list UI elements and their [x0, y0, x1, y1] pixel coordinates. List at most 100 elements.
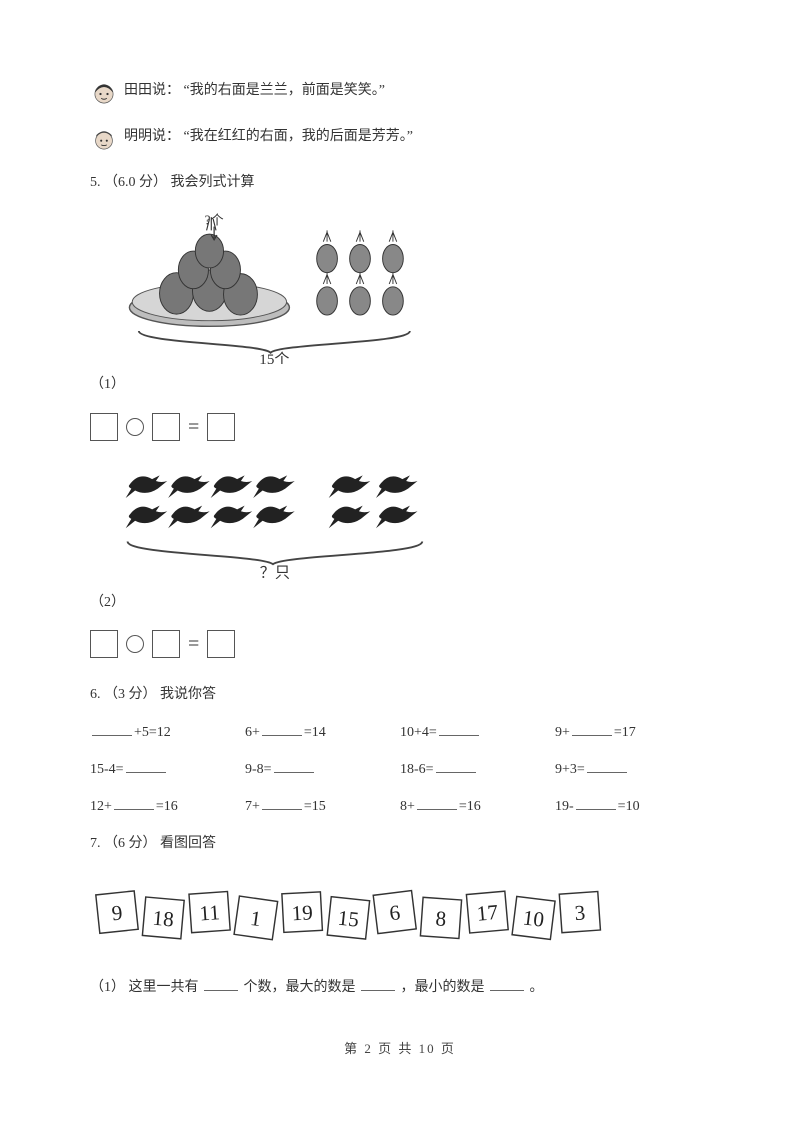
svg-text:11: 11 — [199, 900, 221, 925]
question-7-header: 7. （6 分） 看图回答 — [90, 833, 710, 855]
expr-text: 15-4= — [90, 762, 124, 777]
operator-circle[interactable] — [126, 418, 144, 436]
expr-text: =15 — [304, 799, 326, 814]
question-title: 看图回答 — [160, 836, 216, 851]
question-number: 5. — [90, 175, 101, 190]
svg-text:15: 15 — [337, 906, 361, 932]
fill-blank[interactable] — [262, 721, 302, 736]
fill-cell: 12+=16 — [90, 795, 245, 818]
fill-cell: 8+ =16 — [400, 795, 555, 818]
expr-text: 9+ — [555, 725, 570, 740]
question-6-header: 6. （3 分） 我说你答 — [90, 684, 710, 706]
fill-blank[interactable] — [576, 795, 616, 810]
svg-text:18: 18 — [152, 906, 175, 932]
page-footer: 第 2 页 共 10 页 — [90, 1039, 710, 1060]
fill-cell: 6+ =14 — [245, 721, 400, 744]
number-cards-figure: 91811119156817103 — [90, 881, 710, 957]
pineapple-figure: ?个 — [120, 204, 710, 364]
q5-sub1-index: （1） — [90, 374, 710, 396]
text-seg: 。 — [530, 980, 544, 995]
text-seg: 个数，最大的数是 — [244, 980, 356, 995]
fill-row: 12+=167+ =15 8+ =16 19- =10 — [90, 795, 710, 818]
fill-blank[interactable] — [262, 795, 302, 810]
expr-text: 8+ — [400, 799, 415, 814]
question-points: （3 分） — [104, 687, 157, 702]
q5-sub2-index: （2） — [90, 592, 710, 614]
expr-text: 19- — [555, 799, 574, 814]
fill-blank[interactable] — [126, 758, 166, 773]
question-title: 我说你答 — [160, 687, 216, 702]
fill-cell: +5=12 — [90, 721, 245, 744]
fill-row: +5=12 6+ =14 10+4=9+ =17 — [90, 721, 710, 744]
text-seg: ，最小的数是 — [401, 980, 485, 995]
fill-blank[interactable] — [572, 721, 612, 736]
expr-text: =14 — [304, 725, 326, 740]
fill-cell: 9-8= — [245, 758, 400, 781]
fill-cell: 15-4= — [90, 758, 245, 781]
svg-text:3: 3 — [574, 901, 586, 926]
equation-boxes-2: = — [90, 628, 710, 660]
speaker-quote: “我的右面是兰兰，前面是笑笑。” — [184, 83, 385, 98]
operand-box[interactable] — [152, 630, 180, 658]
svg-text:17: 17 — [476, 900, 499, 926]
fill-blank[interactable] — [490, 976, 524, 991]
operand-box[interactable] — [90, 630, 118, 658]
speaker-quote: “我在红红的右面，我的后面是芳芳。” — [184, 129, 413, 144]
fill-cell: 18-6= — [400, 758, 555, 781]
text-seg: 这里一共有 — [129, 980, 199, 995]
operand-box[interactable] — [90, 413, 118, 441]
birds-figure: ？只 — [120, 467, 710, 582]
qmark-label: ?个 — [205, 213, 224, 228]
expr-text: 12+ — [90, 799, 112, 814]
question-number: 6. — [90, 687, 101, 702]
result-box[interactable] — [207, 630, 235, 658]
fill-blank[interactable] — [274, 758, 314, 773]
expr-text: 6+ — [245, 725, 260, 740]
operand-box[interactable] — [152, 413, 180, 441]
svg-text:19: 19 — [291, 900, 313, 925]
q6-fill-rows: +5=12 6+ =14 10+4=9+ =17 15-4= 9-8= 18-6= 9+3= 12… — [90, 721, 710, 819]
svg-text:10: 10 — [521, 906, 545, 932]
svg-text:8: 8 — [435, 906, 447, 931]
equals-sign: = — [188, 628, 199, 660]
operator-circle[interactable] — [126, 635, 144, 653]
fill-blank[interactable] — [587, 758, 627, 773]
fill-cell: 7+ =15 — [245, 795, 400, 818]
speaker-name: 明明说： — [124, 129, 180, 144]
expr-text: =17 — [614, 725, 636, 740]
question-points: （6.0 分） — [104, 175, 167, 190]
speaker-text: 明明说： “我在红红的右面，我的后面是芳芳。” — [124, 126, 413, 148]
result-box[interactable] — [207, 413, 235, 441]
expr-text: =16 — [459, 799, 481, 814]
fill-blank[interactable] — [436, 758, 476, 773]
fill-blank[interactable] — [114, 795, 154, 810]
fill-blank[interactable] — [417, 795, 457, 810]
speaker-tiantian: 田田说： “我的右面是兰兰，前面是笑笑。” — [90, 80, 710, 108]
expr-text: +5=12 — [134, 725, 171, 740]
fill-cell: 9+3= — [555, 758, 710, 781]
speaker-mingming: 明明说： “我在红红的右面，我的后面是芳芳。” — [90, 126, 710, 154]
expr-text: 18-6= — [400, 762, 434, 777]
boy-avatar-icon — [90, 126, 118, 154]
svg-text:？只: ？只 — [260, 565, 290, 581]
expr-text: 9-8= — [245, 762, 272, 777]
fill-blank[interactable] — [204, 976, 238, 991]
fill-row: 15-4= 9-8= 18-6= 9+3= — [90, 758, 710, 781]
equals-sign: = — [188, 411, 199, 443]
speaker-name: 田田说： — [124, 83, 180, 98]
fill-blank[interactable] — [439, 721, 479, 736]
speaker-text: 田田说： “我的右面是兰兰，前面是笑笑。” — [124, 80, 385, 102]
question-title: 我会列式计算 — [171, 175, 255, 190]
question-number: 7. — [90, 836, 101, 851]
expr-text: 7+ — [245, 799, 260, 814]
page-content: 田田说： “我的右面是兰兰，前面是笑笑。” 明明说： “我在红红的右面，我的后面… — [0, 0, 800, 1100]
question-points: （6 分） — [104, 836, 157, 851]
svg-text:15个: 15个 — [259, 351, 289, 364]
expr-text: =10 — [618, 799, 640, 814]
fill-blank[interactable] — [361, 976, 395, 991]
fill-cell: 10+4= — [400, 721, 555, 744]
sub-index: （1） — [90, 980, 125, 995]
question-5-header: 5. （6.0 分） 我会列式计算 — [90, 172, 710, 194]
fill-cell: 9+ =17 — [555, 721, 710, 744]
fill-blank[interactable] — [92, 721, 132, 736]
